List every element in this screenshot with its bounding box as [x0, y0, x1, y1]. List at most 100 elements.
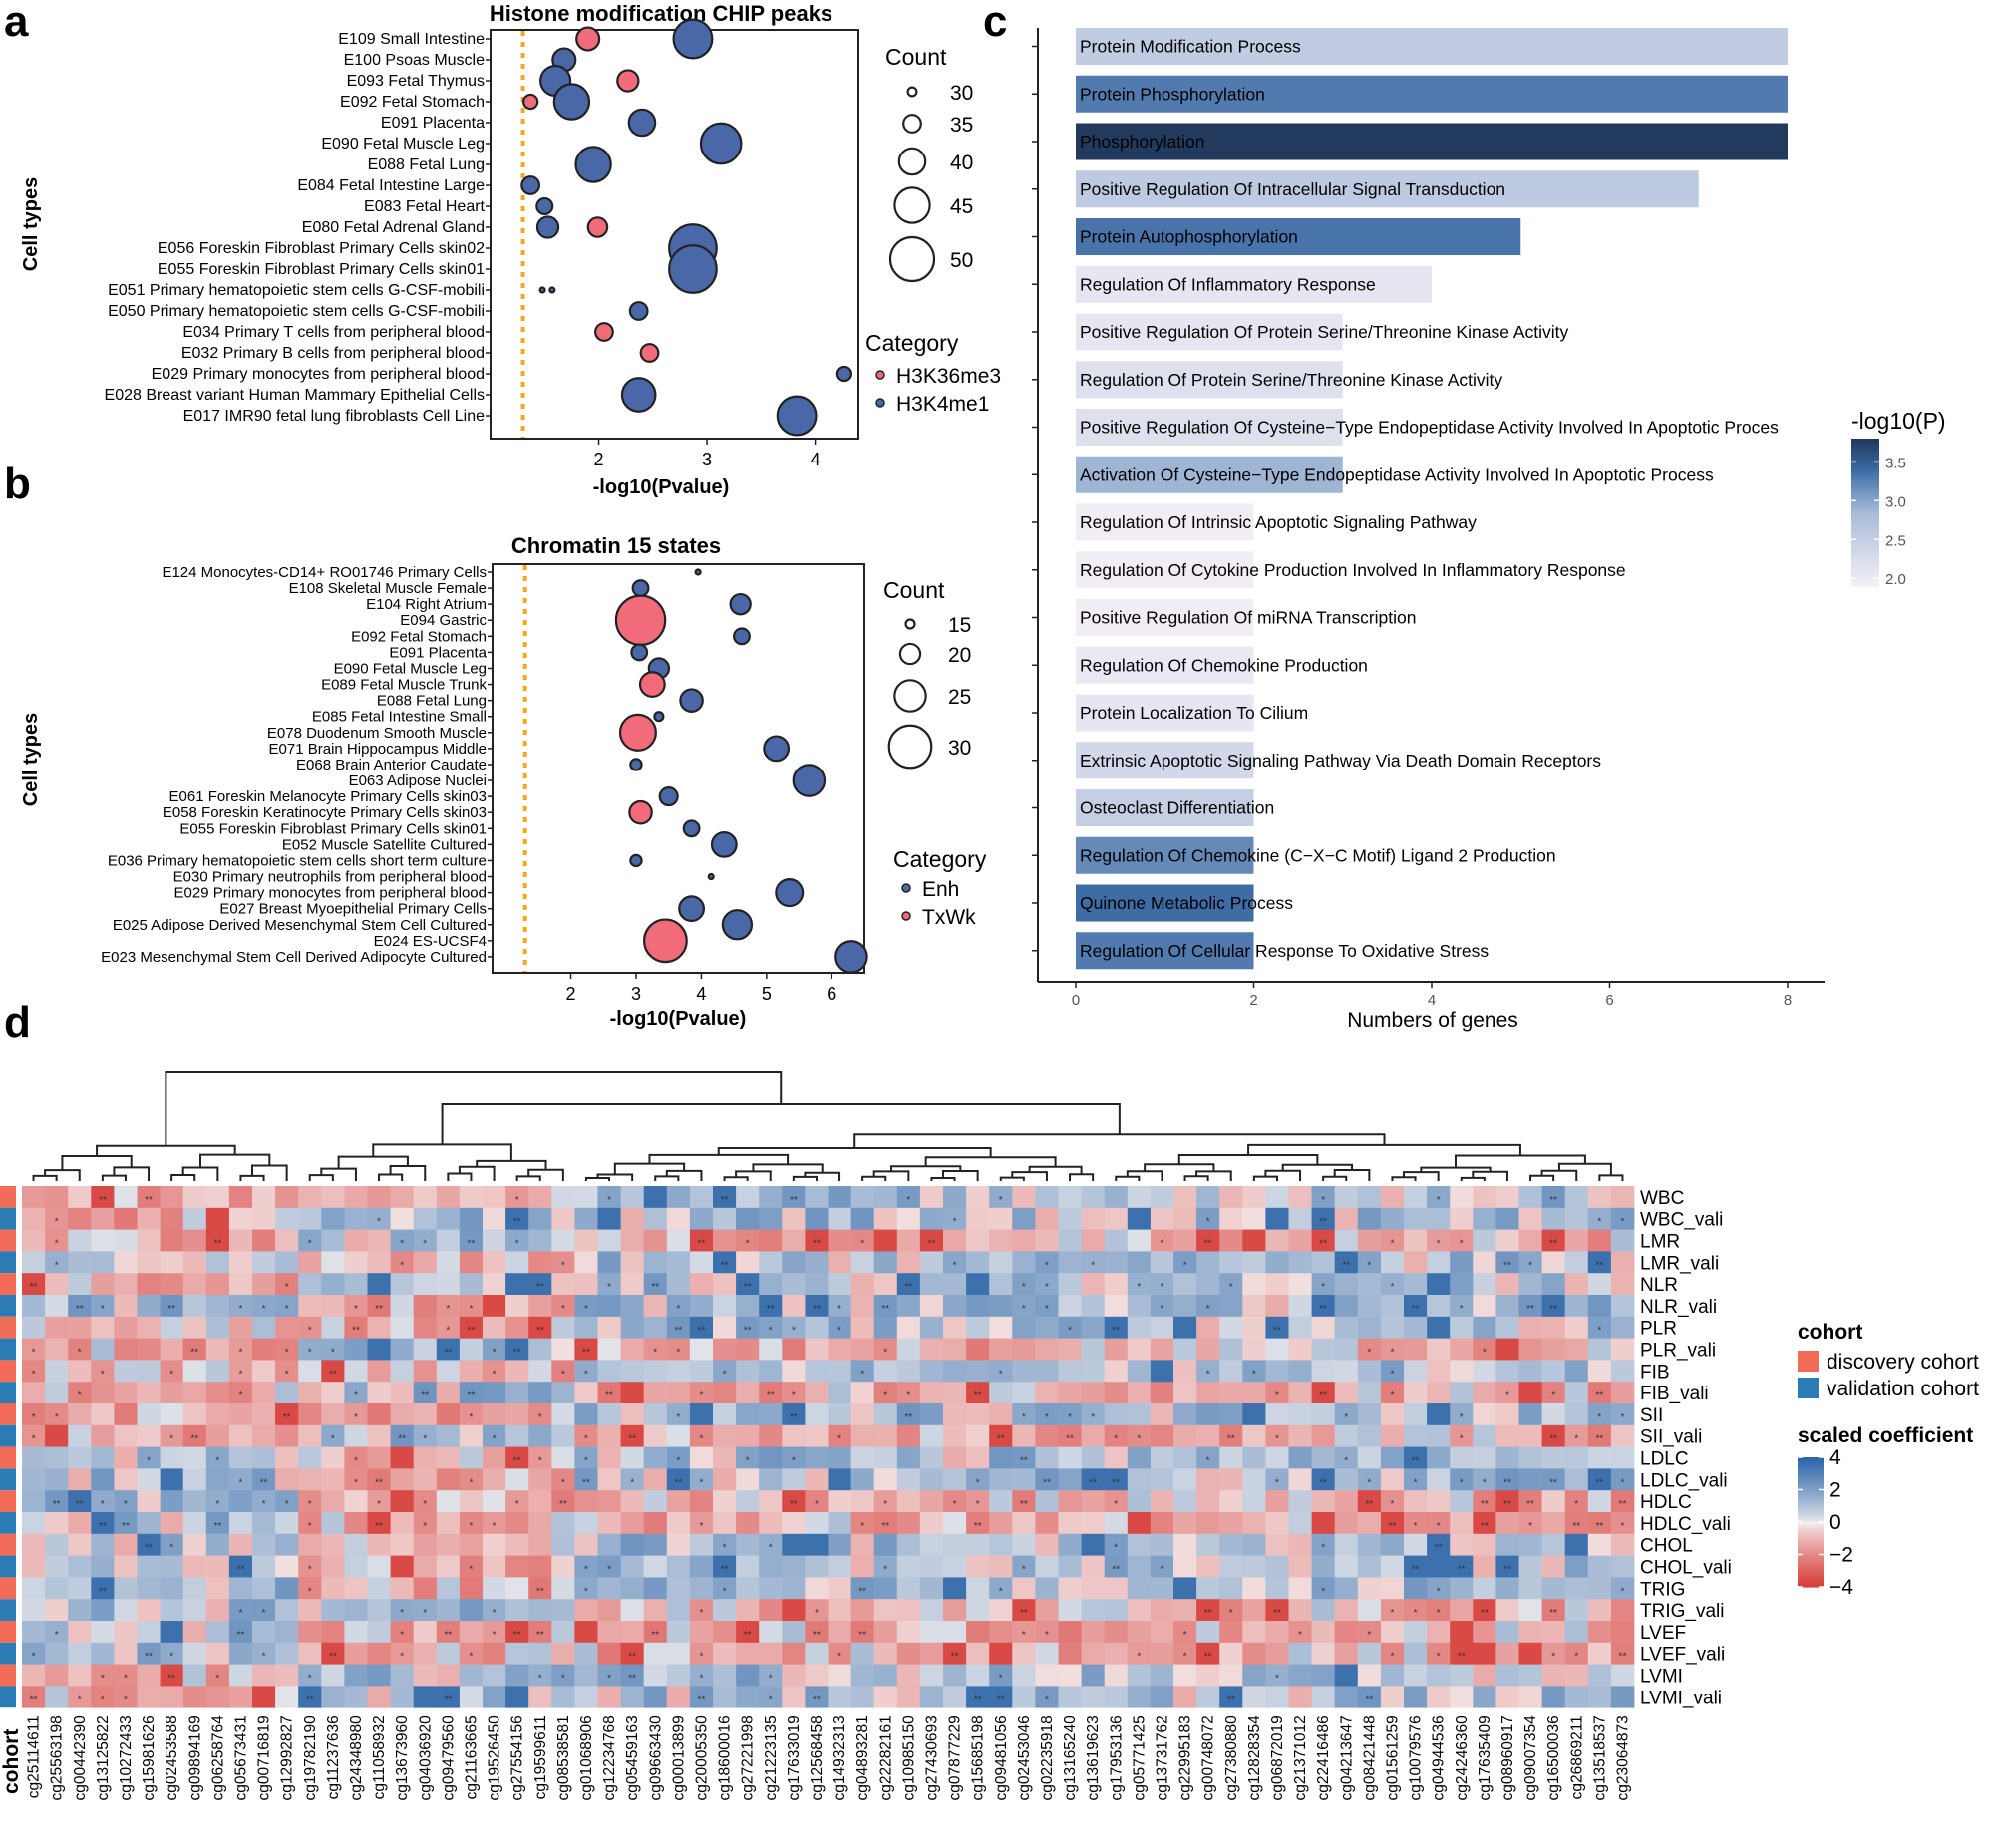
heatmap-cell: [759, 1533, 783, 1556]
significance-star: *: [124, 1499, 128, 1510]
heatmap-cell: [1518, 1273, 1542, 1296]
heatmap-cell: [896, 1338, 921, 1361]
row-label: E089 Fetal Muscle Trunk: [321, 677, 487, 694]
heatmap-cell: [160, 1599, 184, 1622]
cohort-legend-label: validation cohort: [1827, 1378, 1979, 1400]
row-label: E023 Mesenchymal Stem Cell Derived Adipo…: [101, 949, 487, 966]
heatmap-cell: [943, 1533, 967, 1556]
heatmap-cell: [114, 1642, 138, 1665]
heatmap-cell: [1610, 1555, 1635, 1578]
heatmap-column-label: cg13619623: [1085, 1715, 1102, 1800]
heatmap-cell: [1196, 1316, 1220, 1339]
heatmap-cell: [1173, 1446, 1197, 1469]
heatmap-cell: [1173, 1273, 1197, 1296]
significance-star: *: [32, 1369, 36, 1380]
heatmap-cell: [275, 1207, 299, 1230]
heatmap-cell: [574, 1555, 598, 1578]
significance-star: *: [538, 1412, 542, 1423]
heatmap-cell: [114, 1273, 138, 1296]
significance-star: *: [308, 1674, 312, 1685]
significance-star: *: [1022, 1282, 1026, 1293]
heatmap-cell: [298, 1186, 322, 1209]
scale-segment: [1798, 1545, 1824, 1549]
heatmap-cell: [759, 1403, 783, 1426]
heatmap-cell: [298, 1555, 322, 1578]
heatmap-cell: [436, 1316, 461, 1339]
heatmap-cell: [1058, 1207, 1082, 1230]
heatmap-cell: [989, 1295, 1013, 1318]
scale-segment: [1798, 1561, 1824, 1564]
heatmap-cell: [551, 1424, 575, 1447]
heatmap-row-label: LDLC: [1640, 1449, 1689, 1470]
scale-segment: [1798, 1502, 1824, 1506]
dendrogram-branch: [1420, 1166, 1492, 1173]
significance-star: **: [306, 1694, 314, 1705]
heatmap-cell: [782, 1382, 806, 1404]
heatmap-cell: [205, 1664, 230, 1687]
heatmap-cell: [1450, 1468, 1474, 1491]
heatmap-cell: [1104, 1664, 1129, 1687]
heatmap-cell: [551, 1512, 575, 1535]
row-label: E078 Duodenum Smooth Muscle: [267, 725, 487, 742]
bar: [1076, 599, 1254, 636]
heatmap-cell: [597, 1229, 621, 1252]
scale-segment: [1798, 1489, 1824, 1493]
heatmap-cell: [1473, 1207, 1496, 1230]
heatmap-cell: [137, 1577, 161, 1600]
significance-star: **: [76, 1499, 84, 1510]
colorbar-segment: [1851, 514, 1879, 518]
heatmap-cell: [45, 1316, 69, 1339]
heatmap-column-label: cg18600016: [717, 1715, 734, 1800]
heatmap-cell: [1404, 1273, 1428, 1296]
significance-star: **: [398, 1434, 406, 1445]
dot-enh: [678, 895, 706, 923]
heatmap-cell: [1334, 1490, 1359, 1513]
heatmap-cell: [483, 1664, 506, 1687]
heatmap-cell: [321, 1664, 345, 1687]
heatmap-cell: [1311, 1621, 1336, 1644]
heatmap-cell: [1564, 1555, 1589, 1578]
heatmap-cell: [1334, 1360, 1359, 1383]
heatmap-cell: [68, 1555, 92, 1578]
heatmap-cell: [551, 1468, 575, 1491]
heatmap-cell: [1242, 1533, 1266, 1556]
heatmap-cell: [1311, 1490, 1336, 1513]
heatmap-cell: [1219, 1664, 1243, 1687]
heatmap-cell: [1357, 1512, 1382, 1535]
heatmap-cell: [989, 1468, 1013, 1491]
heatmap-cell: [620, 1642, 645, 1665]
heatmap-cell: [1081, 1229, 1106, 1252]
heatmap-cell: [782, 1186, 806, 1209]
significance-star: *: [1321, 1543, 1325, 1554]
heatmap-column-label: cg27430693: [923, 1715, 940, 1800]
heatmap-cell: [228, 1229, 253, 1252]
scale-segment: [1798, 1513, 1824, 1517]
significance-star: *: [331, 1434, 335, 1445]
heatmap-cell: [989, 1207, 1013, 1230]
significance-star: *: [906, 1195, 910, 1206]
heatmap-cell: [966, 1382, 990, 1404]
significance-star: **: [145, 1543, 153, 1554]
heatmap-cell: [1380, 1686, 1405, 1708]
heatmap-cell: [91, 1533, 115, 1556]
heatmap-cell: [1541, 1295, 1566, 1318]
heatmap-cell: [666, 1533, 691, 1556]
heatmap-column-label: cg08960917: [1499, 1715, 1516, 1800]
heatmap-cell: [805, 1295, 829, 1318]
colorbar-segment: [1851, 578, 1879, 582]
significance-star: **: [698, 1694, 706, 1705]
category-legend-label: H3K36me3: [896, 365, 1001, 388]
heatmap-cell: [1404, 1207, 1428, 1230]
heatmap-cell: [528, 1621, 552, 1644]
heatmap-cell: [1242, 1338, 1266, 1361]
heatmap-cell: [1058, 1446, 1082, 1469]
heatmap-cell: [1219, 1446, 1243, 1469]
heatmap-cell: [91, 1642, 115, 1665]
significance-star: **: [1619, 1499, 1627, 1510]
heatmap-cell: [689, 1251, 714, 1274]
significance-star: *: [354, 1456, 358, 1467]
heatmap-cell: [1450, 1555, 1474, 1578]
heatmap-cell: [505, 1664, 529, 1687]
heatmap-cell: [759, 1577, 783, 1600]
heatmap-cell: [182, 1424, 207, 1447]
